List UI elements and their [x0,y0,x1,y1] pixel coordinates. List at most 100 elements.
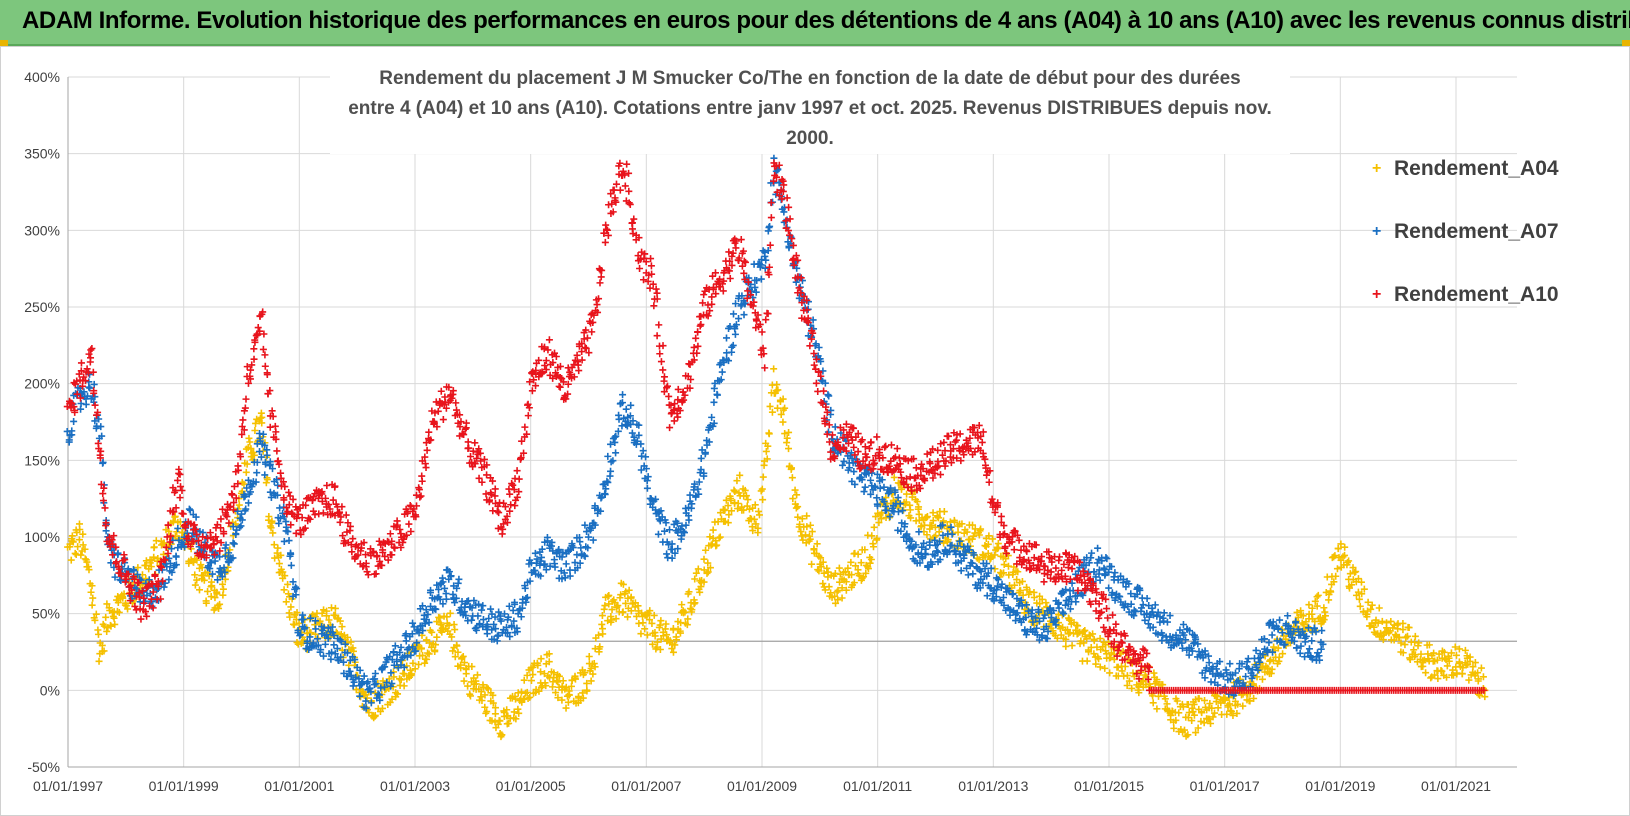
marker-rendement-a10 [764,310,772,318]
marker-rendement-a04 [802,531,810,539]
marker-rendement-a04 [211,594,219,602]
marker-rendement-a10 [1098,608,1106,616]
marker-rendement-a04 [1337,540,1345,548]
marker-rendement-a04 [589,670,597,678]
marker-rendement-a04 [1209,713,1217,721]
marker-rendement-a07 [397,643,405,651]
marker-rendement-a04 [759,496,767,504]
marker-rendement-a04 [417,644,425,652]
marker-rendement-a04 [242,468,250,476]
marker-rendement-a07 [642,453,650,461]
marker-rendement-a04 [1114,663,1122,671]
marker-rendement-a07 [1308,637,1316,645]
marker-rendement-a04 [1207,720,1215,728]
marker-rendement-a04 [605,591,613,599]
marker-rendement-a04 [523,688,531,696]
marker-rendement-a04 [1399,619,1407,627]
marker-rendement-a04 [1181,726,1188,734]
marker-rendement-a04 [454,648,462,656]
y-tick-label: 150% [24,452,60,468]
x-tick-label: 01/01/2005 [496,778,566,794]
marker-rendement-a04 [202,597,210,605]
marker-rendement-a04 [344,633,352,641]
marker-rendement-a04 [459,652,467,660]
marker-rendement-a04 [842,586,850,594]
marker-rendement-a04 [1074,622,1082,630]
marker-rendement-a04 [268,517,276,525]
marker-rendement-a04 [794,513,802,521]
marker-rendement-a04 [867,556,875,564]
marker-rendement-a04 [604,592,612,600]
marker-rendement-a04 [1395,633,1403,641]
marker-rendement-a10 [941,462,949,470]
marker-rendement-a04 [605,600,613,608]
marker-rendement-a04 [627,593,635,601]
x-tick-label: 01/01/2007 [611,778,681,794]
marker-rendement-a04 [915,503,923,511]
marker-rendement-a07 [710,398,718,406]
marker-rendement-a04 [798,515,806,523]
marker-rendement-a04 [498,731,506,739]
marker-rendement-a04 [1190,700,1198,708]
marker-rendement-a04 [940,539,948,547]
marker-rendement-a10 [882,442,890,450]
marker-rendement-a04 [823,564,831,572]
marker-rendement-a04 [637,630,645,638]
marker-rendement-a04 [1452,651,1460,659]
marker-rendement-a04 [281,572,289,580]
marker-rendement-a10 [417,492,425,500]
marker-rendement-a04 [762,447,770,455]
marker-rendement-a04 [1185,709,1193,717]
marker-rendement-a04 [643,631,651,639]
marker-rendement-a07 [245,499,253,507]
marker-rendement-a04 [1397,639,1405,647]
marker-rendement-a04 [325,616,333,624]
marker-rendement-a04 [484,685,492,693]
marker-rendement-a04 [907,514,915,522]
marker-rendement-a07 [840,457,848,465]
marker-rendement-a10 [176,494,184,502]
marker-rendement-a07 [663,550,671,558]
marker-rendement-a04 [1374,619,1382,627]
marker-rendement-a04 [1313,602,1321,610]
marker-rendement-a04 [409,659,417,667]
marker-rendement-a04 [122,602,130,610]
legend-item-a04: + Rendement_A04 [1372,156,1572,219]
marker-rendement-a04 [88,582,96,590]
marker-rendement-a04 [600,605,608,613]
marker-rendement-a07 [730,310,738,318]
marker-rendement-a04 [473,671,481,679]
marker-rendement-a10 [659,342,667,350]
marker-rendement-a04 [527,677,535,685]
marker-rendement-a04 [923,531,931,539]
marker-rendement-a04 [269,529,277,537]
marker-rendement-a10 [666,424,674,432]
marker-rendement-a04 [534,661,542,669]
chart-title-line-1: Rendement du placement J M Smucker Co/Th… [379,68,1241,89]
marker-rendement-a04 [448,633,456,641]
marker-rendement-a04 [857,559,865,567]
marker-rendement-a07 [68,431,76,439]
legend-label-a04: Rendement_A04 [1394,157,1559,180]
marker-rendement-a04 [82,556,90,564]
marker-rendement-a04 [1170,724,1178,732]
marker-rendement-a04 [1036,600,1044,608]
marker-rendement-a04 [1417,650,1425,658]
marker-rendement-a04 [651,629,659,637]
marker-rendement-a04 [345,661,353,669]
marker-rendement-a04 [1201,696,1209,704]
marker-rendement-a07 [860,488,868,496]
marker-rendement-a04 [590,660,598,668]
marker-rendement-a10 [671,400,679,408]
x-tick-label: 01/01/2019 [1305,778,1375,794]
marker-rendement-a10 [625,187,633,195]
marker-rendement-a04 [1253,673,1261,681]
marker-rendement-a04 [913,498,921,506]
marker-rendement-a10 [893,445,901,453]
marker-rendement-a04 [890,473,898,481]
marker-rendement-a04 [1184,700,1192,708]
marker-rendement-a10 [151,571,159,579]
marker-rendement-a07 [1102,553,1110,561]
marker-rendement-a04 [274,544,282,552]
marker-rendement-a04 [617,591,625,599]
